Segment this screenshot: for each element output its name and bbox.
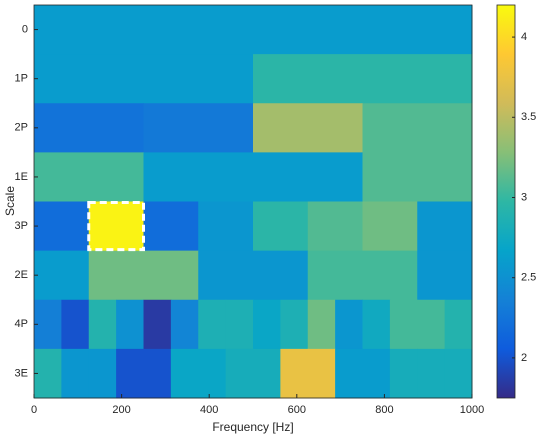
y-tick-label: 3P [15, 220, 28, 232]
heatmap-cell [198, 201, 254, 252]
heatmap-cell [253, 103, 363, 153]
heatmap-cell [417, 299, 446, 350]
x-tick-label: 800 [375, 404, 393, 416]
heatmap-cell [88, 348, 117, 399]
heatmap-cell [61, 348, 90, 399]
heatmap-cell [88, 299, 117, 350]
plot-frame [33, 4, 473, 399]
heatmap-cell [307, 201, 363, 252]
heatmap-cell [34, 103, 144, 153]
y-tick-label: 2P [15, 122, 28, 134]
heatmap-cell [335, 348, 363, 399]
heatmap-cell [170, 299, 199, 350]
heatmap-cell [253, 201, 309, 252]
heatmap-cell [143, 299, 172, 350]
x-tick-label: 200 [112, 404, 130, 416]
heatmap-cell [389, 299, 418, 350]
heatmap-cell [362, 201, 418, 252]
colorbar [496, 4, 516, 399]
heatmap-cell [307, 299, 336, 350]
colorbar-tick-label: 2 [521, 352, 527, 364]
x-tick-label: 0 [31, 404, 37, 416]
heatmap-cell [444, 299, 473, 350]
heatmap-cell [253, 299, 281, 350]
x-axis-label: Frequency [Hz] [212, 420, 293, 434]
heatmap-cell [253, 54, 473, 104]
heatmap-cell [170, 348, 199, 399]
heatmap-cell [34, 54, 254, 104]
heatmap-cell [34, 5, 473, 55]
heatmap-cell [34, 299, 62, 350]
y-tick-label: 1P [15, 73, 28, 85]
heatmap-cell [362, 299, 391, 350]
heatmap-cell [362, 152, 473, 202]
heatmap-cell [417, 201, 473, 252]
colorbar-tick-label: 2.5 [521, 272, 536, 284]
x-tick-label: 400 [200, 404, 218, 416]
y-tick-label: 4P [15, 318, 28, 330]
heatmap-cell [34, 250, 90, 301]
colorbar-tick-label: 3 [521, 191, 527, 203]
y-tick-label: 0 [22, 23, 28, 35]
heatmap-cell [34, 201, 90, 252]
heatmap-cell [143, 152, 363, 202]
heatmap-cell [143, 348, 172, 399]
y-tick-label: 2E [15, 269, 28, 281]
heatmap-cell [34, 348, 62, 399]
heatmap-cell [307, 250, 418, 301]
heatmap-cell [389, 348, 418, 399]
heatmap-cell [88, 250, 199, 301]
y-tick-label: 1E [15, 171, 28, 183]
x-tick-label: 600 [288, 404, 306, 416]
heatmap-cell [362, 348, 391, 399]
heatmap-cell [253, 348, 281, 399]
heatmap-cell [143, 103, 254, 153]
heatmap-cell [198, 250, 309, 301]
heatmap-cell [307, 348, 336, 399]
y-tick-label: 3E [15, 367, 28, 379]
x-tick-label: 1000 [460, 404, 484, 416]
heatmap-cell [362, 103, 473, 153]
heatmap-cell [225, 299, 254, 350]
colorbar-tick-label: 4 [521, 31, 527, 43]
heatmap-cell [116, 348, 144, 399]
heatmap-cell [143, 201, 199, 252]
heatmap-cell [34, 152, 144, 202]
heatmap-cell [116, 299, 144, 350]
highlight-box [87, 201, 145, 252]
heatmap-cell [225, 348, 254, 399]
heatmap-cell [198, 348, 227, 399]
y-axis-label: Scale [3, 186, 17, 216]
heatmap-cell [280, 299, 309, 350]
heatmap-cell [88, 201, 144, 252]
heatmap-cell [444, 348, 473, 399]
heatmap-cell [280, 348, 309, 399]
colorbar-tick-label: 3.5 [521, 111, 536, 123]
heatmap-cell [335, 299, 363, 350]
heatmap-cell [417, 348, 446, 399]
heatmap-cell [417, 250, 473, 301]
heatmap-cell [61, 299, 90, 350]
heatmap-cell [198, 299, 227, 350]
